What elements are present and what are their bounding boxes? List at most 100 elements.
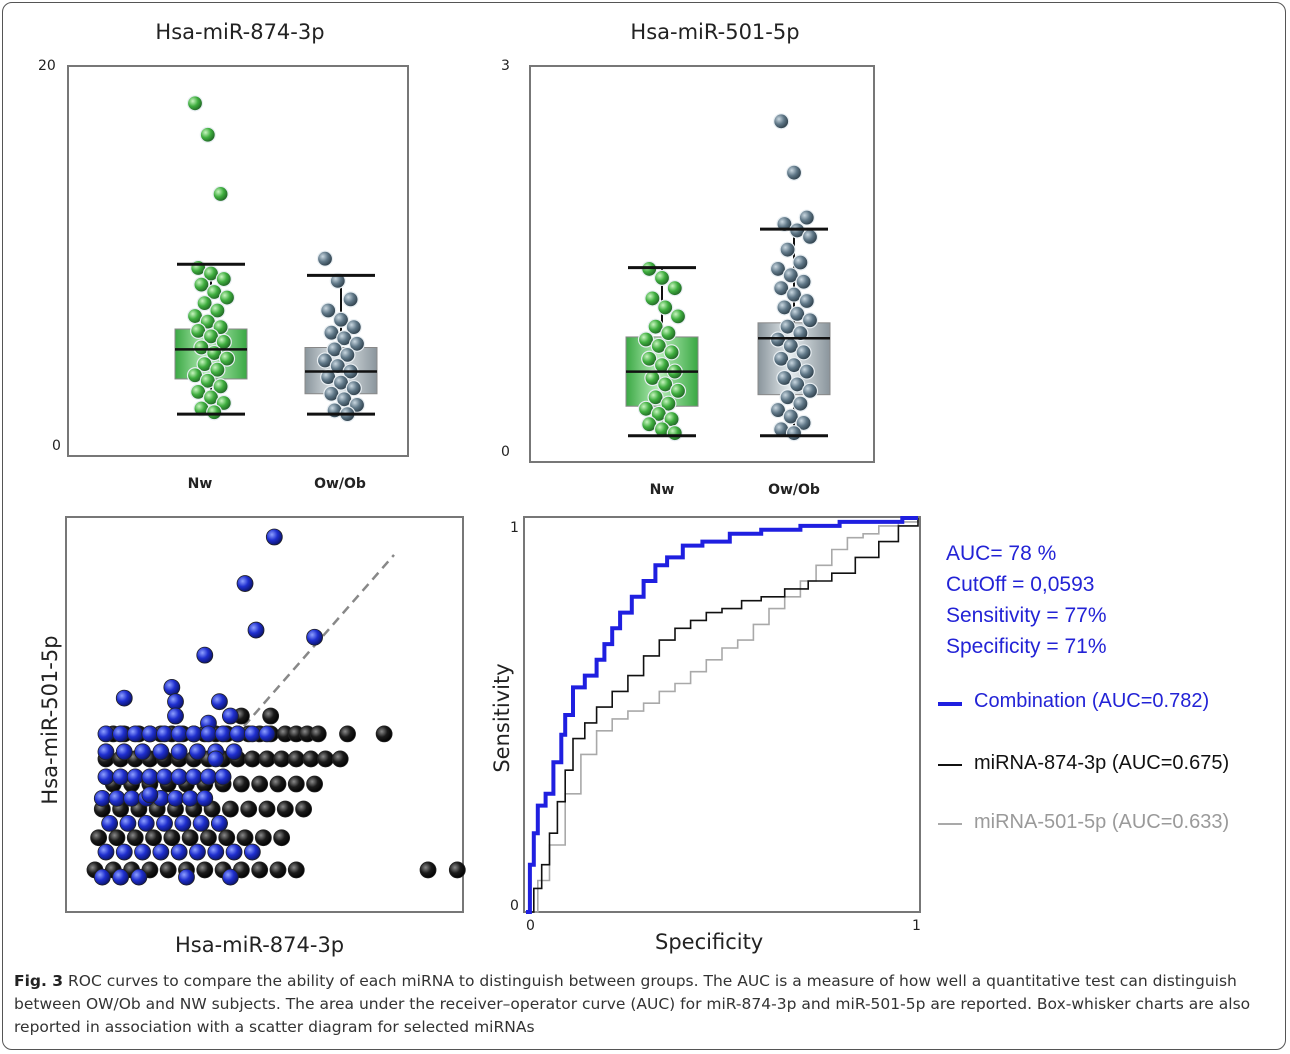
box-chart-874-xlabel-nw: Nw xyxy=(187,476,213,492)
scatter-point-blue xyxy=(112,868,129,886)
scatter-point-black xyxy=(251,861,269,879)
scatter-point-blue xyxy=(130,868,148,886)
data-point xyxy=(644,290,661,307)
scatter-point-black xyxy=(90,829,108,847)
scatter-point-blue xyxy=(119,815,137,832)
scatter-point-black xyxy=(240,800,258,818)
scatter-point-blue xyxy=(174,815,192,832)
scatter-point-black xyxy=(232,775,250,793)
scatter-point-black xyxy=(269,775,287,793)
roc-annotation-cutoff: CutOff = 0,0593 xyxy=(946,573,1095,596)
scatter-point-black xyxy=(262,707,280,725)
scatter-point-blue xyxy=(97,768,115,786)
scatter-point-black xyxy=(108,829,126,847)
scatter-point-black xyxy=(276,800,294,818)
scatter-point-blue xyxy=(306,628,323,646)
scatter-point-blue xyxy=(108,789,126,807)
data-point xyxy=(332,311,350,328)
scatter-point-blue xyxy=(93,789,111,807)
data-point xyxy=(653,269,671,286)
data-point xyxy=(647,318,664,335)
scatter-point-black xyxy=(419,861,437,879)
legend-501: miRNA-501-5p (AUC=0.633) xyxy=(938,811,1278,837)
scatter-point-blue xyxy=(181,789,199,807)
data-point xyxy=(666,425,683,442)
scatter-point-blue xyxy=(170,743,188,761)
scatter-point-blue xyxy=(141,786,159,804)
scatter-point-blue xyxy=(200,725,217,743)
data-point xyxy=(782,408,799,425)
scatter-point-black xyxy=(287,750,305,768)
roc-annotation-specificity: Specificity = 71% xyxy=(946,635,1107,658)
scatter-point-black xyxy=(306,775,323,793)
data-point xyxy=(320,302,337,319)
scatter-point-black xyxy=(221,800,239,818)
scatter-point-black xyxy=(273,829,291,847)
data-point xyxy=(206,404,223,421)
scatter-point-blue xyxy=(185,768,203,786)
scatter-point-blue xyxy=(221,868,239,886)
data-point xyxy=(193,276,210,293)
data-point xyxy=(773,350,790,367)
scatter-point-blue xyxy=(211,693,228,711)
scatter-point-blue xyxy=(93,868,111,886)
data-point xyxy=(348,335,366,352)
plot-frame xyxy=(65,516,464,913)
scatter-point-black xyxy=(302,750,320,768)
figure-caption-text: ROC curves to compare the ability of eac… xyxy=(14,972,1251,1036)
data-point xyxy=(660,324,677,342)
scatter-point-blue xyxy=(200,768,217,786)
box-chart-501-ytick-top: 3 xyxy=(501,58,510,74)
roc-ytick-bottom: 0 xyxy=(510,898,519,914)
data-point xyxy=(196,295,213,312)
data-point xyxy=(641,350,658,367)
data-point xyxy=(795,273,812,290)
box-chart-874 xyxy=(67,65,409,457)
data-point xyxy=(666,280,683,297)
scatter-point-blue xyxy=(141,725,159,743)
scatter-point-black xyxy=(375,725,393,743)
roc-annotation-auc: AUC= 78 % xyxy=(946,542,1057,565)
data-point xyxy=(795,414,812,432)
legend-label-874: miRNA-874-3p (AUC=0.675) xyxy=(974,752,1230,774)
data-point xyxy=(316,250,334,267)
scatter-point-blue xyxy=(156,768,173,786)
scatter-point-blue xyxy=(258,725,276,743)
scatter-point-black xyxy=(254,829,272,847)
legend-874: miRNA-874-3p (AUC=0.675) xyxy=(938,752,1278,778)
scatter-point-blue xyxy=(170,843,188,861)
scatter-point-blue xyxy=(225,843,243,861)
scatter-point-blue xyxy=(134,843,151,861)
data-point xyxy=(345,380,362,397)
roc-ylabel: Sensitivity xyxy=(490,663,514,773)
scatter-point-blue xyxy=(167,707,184,725)
data-point xyxy=(798,209,815,226)
box-chart-874-xlabel-owob: Ow/Ob xyxy=(314,476,366,492)
scatter-point-blue xyxy=(163,678,181,696)
box-chart-501-xlabel-nw: Nw xyxy=(649,482,675,498)
roc-annotation-sensitivity: Sensitivity = 77% xyxy=(946,604,1107,627)
plot-frame xyxy=(523,516,921,913)
scatter-point-blue xyxy=(189,843,206,861)
box-chart-874-ytick-bottom: 0 xyxy=(52,438,61,454)
data-point xyxy=(218,350,236,367)
data-point xyxy=(339,346,356,363)
box-chart-501 xyxy=(529,65,875,463)
scatter-point-black xyxy=(331,750,349,768)
data-point xyxy=(218,289,236,306)
scatter-point-black xyxy=(163,829,181,847)
scatter-point-blue xyxy=(115,843,133,861)
scatter-point-blue xyxy=(229,725,247,743)
scatter-point-blue xyxy=(211,815,228,832)
data-point xyxy=(779,389,796,406)
scatter-point-black xyxy=(126,829,144,847)
scatter-point-blue xyxy=(225,743,243,761)
scatter-point-blue xyxy=(185,725,203,743)
scatter-point-blue xyxy=(156,725,173,743)
scatter-point-black xyxy=(295,800,313,818)
scatter-point-blue xyxy=(126,725,144,743)
data-point xyxy=(798,363,815,380)
